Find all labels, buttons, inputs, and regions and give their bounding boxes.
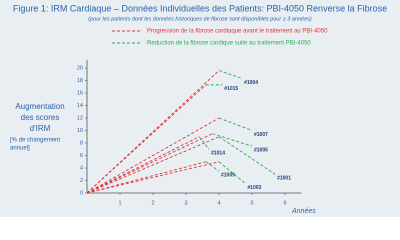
patient-line [86, 136, 220, 194]
y-tick-label: 10 [77, 128, 83, 134]
patient-label: #1005 [254, 147, 268, 153]
patient-label: #1001 [277, 176, 291, 182]
y-axis-note: annuel] [10, 146, 30, 152]
y-tick-label: 6 [80, 153, 83, 159]
y-tick-label: 2 [80, 178, 83, 184]
x-tick-label: 3 [184, 200, 187, 206]
x-tick-label: 4 [217, 200, 220, 206]
patient-line [212, 133, 253, 147]
chart-title: Figure 1: IRM Cardiaque – Données Indivi… [13, 3, 387, 13]
chart-subtitle: (pour les patients dont les données hist… [88, 16, 312, 22]
y-tick-label: 20 [77, 65, 83, 71]
y-tick-label: 4 [80, 165, 83, 171]
patient-line [218, 161, 246, 184]
patient-line [218, 70, 243, 80]
patient-label: #1009 [221, 172, 235, 178]
x-tick-label: 2 [151, 200, 154, 206]
x-tick-label: 1 [118, 200, 121, 206]
patient-line [218, 117, 253, 131]
x-tick-label: 6 [283, 200, 286, 206]
patient-label: #1014 [211, 151, 225, 157]
patient-line [86, 133, 213, 194]
x-axis-label: Années [291, 208, 316, 215]
patient-line [86, 161, 206, 194]
patient-label: #1007 [254, 132, 268, 138]
legend-label: Progression de la fibrose cardiaque avan… [147, 29, 328, 35]
y-axis-label: Augmentation [15, 102, 64, 111]
y-tick-label: 12 [77, 115, 83, 121]
patient-line [86, 117, 220, 194]
x-tick-label: 5 [250, 200, 253, 206]
y-axis-label: des scores [21, 113, 60, 122]
patient-line [86, 136, 200, 194]
patient-label: #1003 [247, 185, 261, 191]
y-tick-label: 14 [77, 103, 83, 109]
patient-line [218, 136, 276, 175]
patient-line [86, 84, 207, 194]
y-tick-label: 16 [77, 90, 83, 96]
y-tick-label: 18 [77, 78, 83, 84]
y-tick-label: 8 [80, 140, 83, 146]
y-axis-note: [% de changement [10, 138, 60, 144]
patient-line [205, 161, 220, 172]
y-axis-label: d'IRM [30, 124, 51, 133]
patient-label: #1015 [224, 86, 238, 92]
legend-label: Reduction de la fibrose cardique suite a… [147, 41, 311, 47]
y-tick-label: 0 [80, 190, 83, 196]
patient-label: #1004 [244, 80, 258, 86]
patient-line [86, 161, 220, 194]
chart: Figure 1: IRM Cardiaque – Données Indivi… [0, 0, 400, 217]
